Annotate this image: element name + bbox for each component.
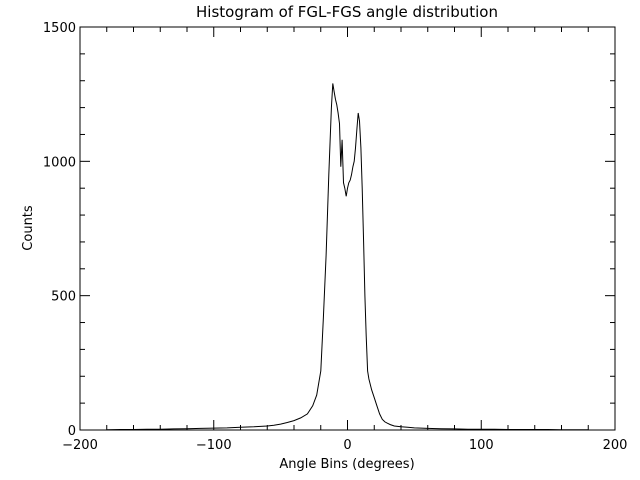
y-tick-label: 1500 (43, 21, 76, 36)
x-tick-label: 200 (603, 438, 628, 453)
x-tick-label: −100 (196, 438, 232, 453)
chart-title: Histogram of FGL-FGS angle distribution (196, 3, 498, 21)
y-tick-label: 0 (68, 424, 76, 439)
tick-labels: −200 −100 0 100 200 0 500 1000 1500 (43, 21, 628, 453)
series-line (106, 83, 589, 431)
x-tick-label: −200 (62, 438, 98, 453)
y-axis-label: Counts (21, 205, 36, 251)
x-tick-label: 100 (469, 438, 494, 453)
y-tick-label: 1000 (43, 155, 76, 170)
x-tick-label: 0 (343, 438, 351, 453)
y-tick-label: 500 (51, 290, 76, 305)
x-axis-label: Angle Bins (degrees) (279, 457, 414, 472)
